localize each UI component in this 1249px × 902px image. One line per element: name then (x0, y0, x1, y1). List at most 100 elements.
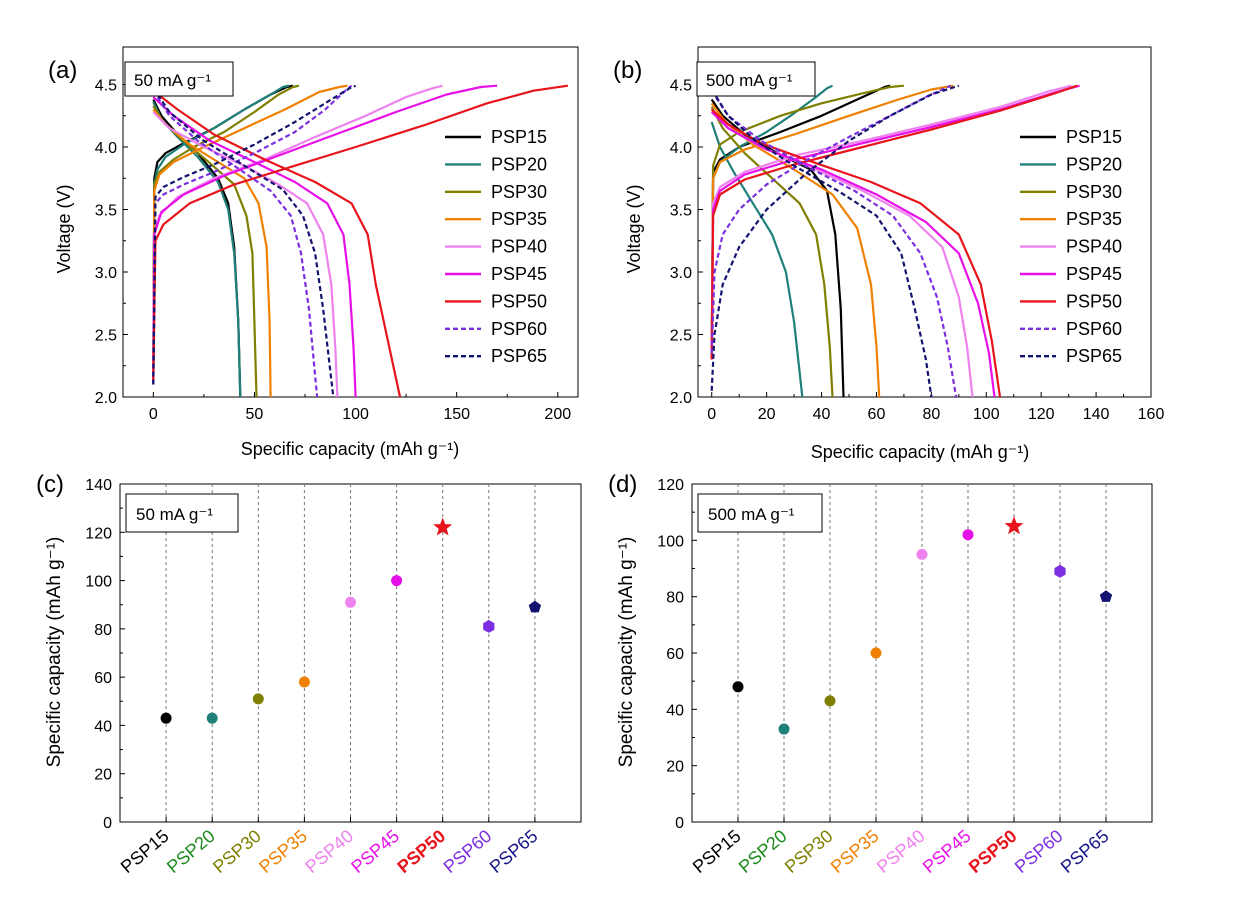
x-tick-label-psp15: PSP15 (117, 826, 173, 877)
series-psp45-discharge (710, 111, 996, 397)
series-psp30-charge (710, 84, 905, 360)
x-tick-label: 0 (149, 406, 158, 423)
legend-label: PSP60 (491, 319, 547, 339)
legend-label: PSP35 (491, 209, 547, 229)
data-point-psp15 (160, 712, 172, 724)
series-psp30-discharge (710, 106, 834, 397)
series-psp45-charge (710, 84, 1080, 360)
series-psp50-discharge (710, 108, 1002, 397)
data-point-psp20 (206, 712, 218, 724)
x-tick-label-psp50: PSP50 (965, 826, 1021, 877)
series-psp60-charge (152, 84, 353, 385)
data-point-psp15 (732, 681, 744, 693)
data-point-psp35 (298, 676, 310, 688)
series-psp60-discharge (152, 90, 319, 397)
data-point-psp45 (391, 575, 403, 587)
x-tick-label: 200 (544, 406, 571, 423)
y-tick-label: 3.0 (670, 265, 692, 282)
rate-label-box (697, 493, 823, 533)
plot-frame (122, 46, 579, 398)
legend-label: PSP15 (1066, 127, 1122, 147)
x-tick-label-psp50: PSP50 (393, 826, 449, 877)
series-psp45-discharge (152, 96, 357, 397)
data-point-psp40 (916, 548, 928, 560)
series-psp30-discharge (152, 105, 258, 397)
panel-label-c: (c) (36, 471, 64, 498)
data-point-psp60 (483, 619, 495, 633)
x-tick-label-psp20: PSP20 (735, 826, 791, 877)
x-axis-label: Specific capacity (mAh g⁻¹) (241, 439, 460, 459)
x-tick-label: 60 (868, 406, 886, 423)
y-tick-label: 3.0 (95, 265, 117, 282)
y-tick-label: 2.0 (670, 390, 692, 407)
series-psp50-charge (710, 84, 1078, 360)
y-tick-label: 0 (675, 815, 684, 832)
legend-label: PSP35 (1066, 209, 1122, 229)
y-tick-label: 60 (94, 670, 112, 687)
series-psp20-discharge (710, 121, 804, 397)
rate-label: 50 mA g⁻¹ (134, 71, 211, 90)
legend-label: PSP65 (1066, 346, 1122, 366)
legend-label: PSP20 (1066, 154, 1122, 174)
x-tick-label-psp35: PSP35 (827, 826, 883, 877)
legend-label: PSP45 (1066, 264, 1122, 284)
series-psp60-discharge (710, 90, 958, 397)
x-tick-label: 80 (922, 406, 940, 423)
legend-label: PSP15 (491, 127, 547, 147)
series-psp65-charge (710, 84, 960, 391)
x-tick-label: 150 (443, 406, 470, 423)
series-psp35-charge (710, 84, 954, 360)
legend-label: PSP40 (491, 237, 547, 257)
y-tick-label: 140 (85, 477, 112, 494)
legend-label: PSP50 (491, 291, 547, 311)
legend-label: PSP65 (491, 346, 547, 366)
y-tick-label: 100 (657, 533, 684, 550)
y-tick-label: 40 (94, 718, 112, 735)
y-tick-label: 20 (94, 767, 112, 784)
data-point-psp30 (824, 695, 836, 707)
rate-label: 50 mA g⁻¹ (136, 505, 213, 524)
series-psp65-discharge (152, 87, 335, 397)
data-point-psp50 (1004, 516, 1024, 535)
rate-label: 500 mA g⁻¹ (708, 505, 795, 524)
y-tick-label: 120 (85, 525, 112, 542)
x-tick-label: 160 (1138, 406, 1165, 423)
plot-frame (697, 46, 1152, 398)
rate-label-box (125, 493, 239, 533)
y-tick-label: 4.5 (95, 78, 117, 95)
x-tick-label: 40 (813, 406, 831, 423)
panel-label-b: (b) (613, 57, 642, 84)
legend-label: PSP40 (1066, 237, 1122, 257)
y-tick-label: 100 (85, 574, 112, 591)
x-tick-label: 0 (707, 406, 716, 423)
x-tick-label-psp45: PSP45 (919, 826, 975, 877)
x-tick-label: 50 (246, 406, 264, 423)
x-tick-label-psp35: PSP35 (255, 826, 311, 877)
x-tick-label-psp20: PSP20 (163, 826, 219, 877)
x-tick-label-psp60: PSP60 (1011, 826, 1067, 877)
panel-label-a: (a) (48, 57, 77, 84)
y-axis-label: Voltage (V) (624, 184, 644, 273)
series-psp35-charge (152, 84, 348, 385)
y-tick-label: 2.5 (670, 328, 692, 345)
rate-label-box (696, 61, 816, 97)
rate-label: 500 mA g⁻¹ (706, 71, 793, 90)
x-tick-label-psp65: PSP65 (1057, 826, 1113, 877)
series-psp50-discharge (152, 89, 402, 397)
data-point-psp65 (1099, 590, 1113, 602)
x-tick-label: 120 (1028, 406, 1055, 423)
data-point-psp50 (433, 517, 453, 536)
series-psp65-charge (152, 84, 357, 385)
x-tick-label-psp60: PSP60 (440, 826, 496, 877)
x-tick-label-psp40: PSP40 (873, 826, 929, 877)
x-tick-label-psp45: PSP45 (347, 826, 403, 877)
legend-label: PSP50 (1066, 291, 1122, 311)
panel-a-voltage-profiles-50: (a) 2.0 2.5 3.0 3.5 4.0 4.5 0 50 100 150 200 PSP15 P… (48, 46, 579, 459)
x-tick-label-psp30: PSP30 (781, 826, 837, 877)
panel-b-voltage-profiles-500: (b) 2.0 2.5 3.0 3.5 4.0 4.5 0 20 40 60 80 100 120 140… (613, 46, 1165, 462)
y-tick-label: 2.5 (95, 328, 117, 345)
series-psp40-discharge (152, 111, 339, 397)
data-point-psp45 (962, 529, 974, 541)
y-tick-label: 80 (94, 622, 112, 639)
